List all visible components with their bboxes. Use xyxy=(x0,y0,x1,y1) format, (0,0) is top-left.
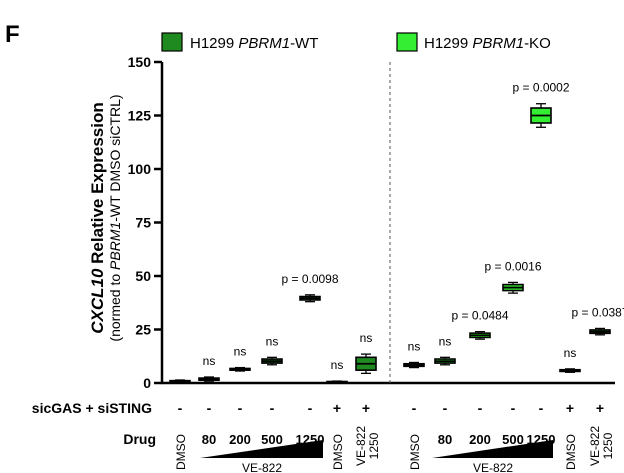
significance-label: p = 0.0484 xyxy=(451,309,508,323)
significance-label: p = 0.0098 xyxy=(281,272,338,286)
sirna-cell: + xyxy=(596,400,604,416)
y-tick-label: 125 xyxy=(128,108,152,124)
sirna-cell: - xyxy=(412,400,417,416)
sirna-cell: - xyxy=(443,400,448,416)
significance-label: ns xyxy=(266,334,279,348)
significance-label: ns xyxy=(564,346,577,360)
box-wt-4 xyxy=(299,294,321,303)
drug-label: 200 xyxy=(229,432,251,447)
y-tick-label: 50 xyxy=(135,268,151,284)
box-wt-5 xyxy=(326,380,348,384)
sirna-cell: - xyxy=(178,400,183,416)
significance-label: ns xyxy=(203,354,216,368)
dose-wedge-ko xyxy=(432,440,553,458)
drug-label: 500 xyxy=(502,432,524,447)
row-label-sirna: sicGAS + siSTING xyxy=(32,400,152,416)
box-ko-1 xyxy=(434,356,456,366)
significance-label: p = 0.0387 xyxy=(571,305,624,319)
box-wt-2 xyxy=(229,366,251,372)
drug-label: DMSO xyxy=(564,434,578,470)
significance-label: ns xyxy=(439,334,452,348)
y-tick-label: 0 xyxy=(143,375,151,391)
legend: H1299 PBRM1-WT H1299 PBRM1-KO xyxy=(161,32,551,52)
box-ko-0 xyxy=(403,361,425,369)
box-wt-6 xyxy=(355,353,377,375)
sirna-cell: - xyxy=(308,400,313,416)
sirna-cell: - xyxy=(478,400,483,416)
box-ko-3 xyxy=(502,281,524,294)
panel-letter: F xyxy=(5,21,20,48)
y-axis-subtitle: (normed to PBRM1-WT DMSO siCTRL) xyxy=(107,94,123,341)
drug-label: DMSO xyxy=(408,434,422,470)
sirna-cell: + xyxy=(362,400,370,416)
drug-label: 1250 xyxy=(367,432,381,459)
y-ticks: 0 25 50 75 100 125 150 xyxy=(128,54,162,391)
sirna-cell: + xyxy=(333,400,341,416)
dose-wedge-wt xyxy=(200,440,323,458)
legend-label-wt: H1299 PBRM1-WT xyxy=(190,35,318,52)
group-label-ko: VE-822 xyxy=(473,461,513,473)
box-wt-0 xyxy=(169,379,191,384)
significance-label: ns xyxy=(331,358,344,372)
significance-label: ns xyxy=(234,345,247,359)
significance-label: p = 0.0016 xyxy=(484,259,541,273)
annotations: ns ns ns p = 0.0098 ns ns ns ns p = 0.0484 p = 0.… xyxy=(203,81,624,372)
y-tick-label: 100 xyxy=(128,161,152,177)
sirna-cell: - xyxy=(511,400,516,416)
significance-label: ns xyxy=(360,331,373,345)
drug-label: 200 xyxy=(469,432,491,447)
legend-swatch-wt xyxy=(161,32,183,52)
sirna-cell: - xyxy=(238,400,243,416)
drug-row: DMSO 80 200 500 1250 DMSO VE-822 1250 DMSO 80 200 5… xyxy=(174,426,615,470)
significance-label: p = 0.0002 xyxy=(512,81,569,95)
sirna-cell: - xyxy=(207,400,212,416)
sirna-cell: + xyxy=(566,400,574,416)
y-tick-label: 25 xyxy=(135,322,151,338)
y-tick-label: 150 xyxy=(128,54,152,70)
box-wt-1 xyxy=(198,376,220,382)
box-ko-2 xyxy=(469,330,491,340)
drug-label: 500 xyxy=(261,432,283,447)
drug-label: VE-822 xyxy=(588,426,602,466)
y-tick-label: 75 xyxy=(135,215,151,231)
y-axis-title: CXCL10 Relative Expression xyxy=(88,102,107,334)
drug-label: DMSO xyxy=(331,434,345,470)
sirna-row: - - - - - + + - - - - - + + xyxy=(178,400,604,416)
drug-label: 1250 xyxy=(601,432,615,459)
drug-label: 80 xyxy=(202,432,216,447)
box-ko-5 xyxy=(559,368,581,373)
sirna-cell: - xyxy=(539,400,544,416)
boxes xyxy=(169,103,611,384)
drug-label: 80 xyxy=(438,432,452,447)
drug-label: DMSO xyxy=(174,434,188,470)
box-ko-4 xyxy=(530,103,552,128)
row-label-drug: Drug xyxy=(123,431,156,447)
legend-label-ko: H1299 PBRM1-KO xyxy=(424,35,551,52)
group-label-wt: VE-822 xyxy=(242,461,282,473)
box-wt-3 xyxy=(261,356,283,366)
drug-label: VE-822 xyxy=(354,426,368,466)
legend-swatch-ko xyxy=(396,32,418,52)
box-ko-6 xyxy=(589,327,611,336)
sirna-cell: - xyxy=(270,400,275,416)
significance-label: ns xyxy=(408,339,421,353)
